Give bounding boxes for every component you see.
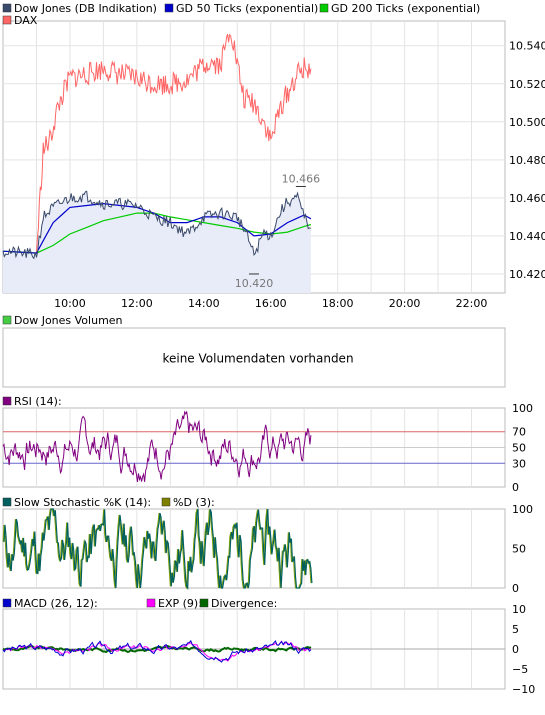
macd-y-tick: −10 xyxy=(512,683,535,696)
rsi-y-tick: 70 xyxy=(512,426,526,439)
macd-legend-label-1: EXP (9): xyxy=(158,597,202,610)
price-legend-label-1: GD 50 Ticks (exponential) xyxy=(176,2,318,15)
stoch-y-tick: 100 xyxy=(512,503,533,516)
dow-jones-area xyxy=(3,191,311,293)
macd-legend-swatch-0 xyxy=(2,598,12,608)
price-legend-label-3: DAX xyxy=(14,14,38,27)
macd-line xyxy=(2,639,312,663)
price-y-tick: 10.440 xyxy=(509,230,545,243)
annotation-label: 10.420 xyxy=(235,277,274,290)
price-legend-swatch-0 xyxy=(2,3,12,13)
stoch-y-tick: 0 xyxy=(512,582,519,595)
stoch-legend-swatch-0 xyxy=(2,497,12,507)
volume-message: keine Volumendaten vorhanden xyxy=(162,352,353,366)
macd-y-tick: −5 xyxy=(512,663,528,676)
stoch-legend-label-1: %D (3): xyxy=(173,496,215,509)
price-x-tick: 22:00 xyxy=(456,297,488,310)
price-y-tick: 10.540 xyxy=(509,40,545,53)
price-legend-swatch-3 xyxy=(2,15,12,25)
macd-legend-label-0: MACD (26, 12): xyxy=(14,597,98,610)
price-x-tick: 16:00 xyxy=(255,297,287,310)
dax-line xyxy=(36,33,312,254)
stoch-legend-swatch-1 xyxy=(161,497,171,507)
price-x-tick: 18:00 xyxy=(322,297,354,310)
macd-legend-swatch-2 xyxy=(199,598,209,608)
price-legend-label-0: Dow Jones (DB Indikation) xyxy=(14,2,157,15)
price-y-tick: 10.460 xyxy=(509,192,545,205)
volume-frame xyxy=(2,327,506,388)
rsi-y-tick: 100 xyxy=(512,402,533,415)
price-x-tick: 20:00 xyxy=(389,297,421,310)
price-x-tick: 12:00 xyxy=(121,297,153,310)
stoch-k-line xyxy=(3,508,313,590)
volume-legend-swatch-0 xyxy=(2,315,12,325)
price-y-tick: 10.500 xyxy=(509,116,545,129)
price-legend-swatch-1 xyxy=(164,3,174,13)
macd-y-tick: 0 xyxy=(512,643,519,656)
price-x-tick: 14:00 xyxy=(188,297,220,310)
price-y-tick: 10.420 xyxy=(509,268,545,281)
macd-y-tick: 5 xyxy=(512,623,519,636)
gd200-line xyxy=(2,212,312,254)
price-legend-swatch-2 xyxy=(319,3,329,13)
price-y-tick: 10.520 xyxy=(509,78,545,91)
dow-jones-line xyxy=(2,190,312,260)
stoch-legend-label-0: Slow Stochastic %K (14): xyxy=(14,496,151,509)
annotation-label: 10.466 xyxy=(282,172,321,185)
volume-legend-label-0: Dow Jones Volumen xyxy=(14,314,123,327)
price-y-tick: 10.480 xyxy=(509,154,545,167)
rsi-y-tick: 50 xyxy=(512,442,526,455)
rsi-line xyxy=(2,410,312,482)
gd50-line xyxy=(2,202,312,254)
rsi-legend-swatch-0 xyxy=(2,396,12,406)
price-legend-label-2: GD 200 Ticks (exponential) xyxy=(331,2,480,15)
price-x-tick: 10:00 xyxy=(54,297,86,310)
macd-y-tick: 10 xyxy=(512,603,526,616)
macd-legend-swatch-1 xyxy=(146,598,156,608)
stoch-y-tick: 50 xyxy=(512,543,526,556)
stoch-d-line xyxy=(2,508,312,590)
rsi-y-tick: 0 xyxy=(512,481,519,494)
rsi-legend-label-0: RSI (14): xyxy=(14,395,62,408)
macd-legend-label-2: Divergence: xyxy=(211,597,277,610)
rsi-y-tick: 30 xyxy=(512,457,526,470)
